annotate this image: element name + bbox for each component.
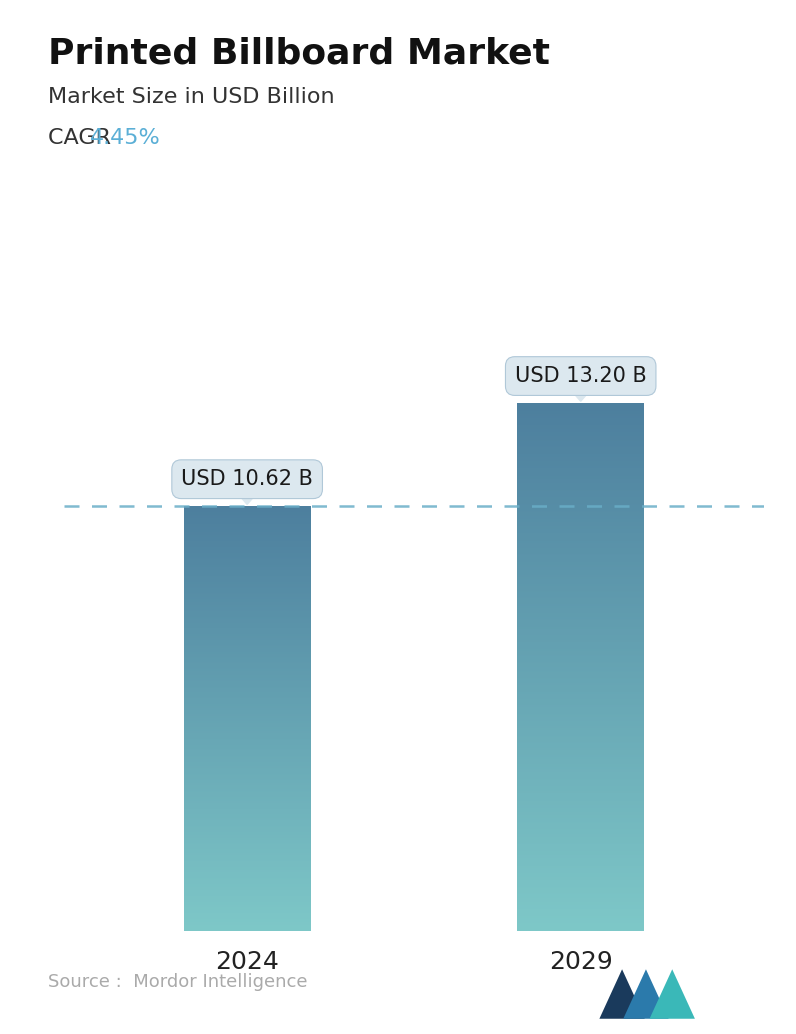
Text: 4.45%: 4.45% xyxy=(90,128,161,148)
Text: Printed Billboard Market: Printed Billboard Market xyxy=(48,36,550,70)
Polygon shape xyxy=(650,969,695,1018)
Text: Market Size in USD Billion: Market Size in USD Billion xyxy=(48,87,334,107)
Text: CAGR: CAGR xyxy=(48,128,118,148)
Polygon shape xyxy=(234,489,260,505)
Polygon shape xyxy=(568,386,594,401)
Text: USD 10.62 B: USD 10.62 B xyxy=(181,469,313,489)
Polygon shape xyxy=(623,969,669,1018)
Polygon shape xyxy=(599,969,645,1018)
Text: USD 13.20 B: USD 13.20 B xyxy=(515,366,646,386)
Text: Source :  Mordor Intelligence: Source : Mordor Intelligence xyxy=(48,973,307,991)
